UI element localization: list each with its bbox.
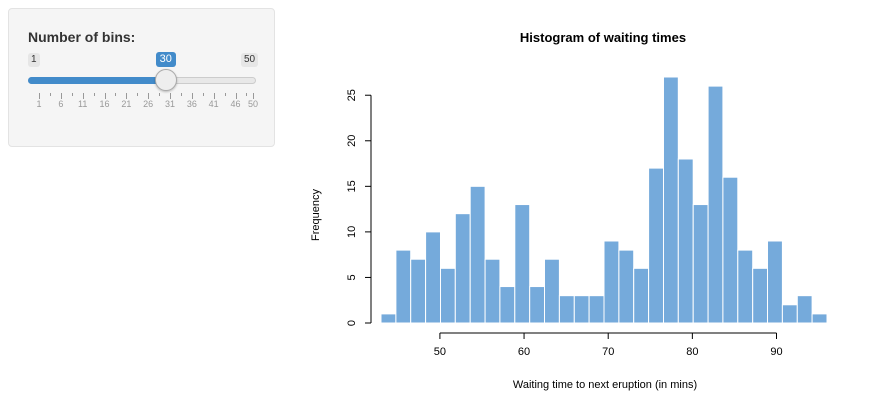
slider-minor-tick [137,93,139,96]
slider-major-tick [148,93,150,99]
histogram-bar [529,286,546,324]
slider-grid-label: 16 [99,99,110,109]
histogram-bar [558,295,575,324]
histogram-bar [722,176,739,324]
slider-minor-tick [71,93,73,96]
bins-label: Number of bins: [28,29,136,45]
slider-major-tick [235,93,237,99]
histogram-bar [544,258,560,324]
slider-min-label: 1 [28,53,40,67]
slider-handle[interactable] [154,69,177,91]
x-tick-label: 70 [602,346,614,358]
slider-major-tick [191,93,193,99]
histogram-bar [410,258,427,324]
y-tick-label: 25 [346,89,358,101]
histogram-bar [618,249,635,324]
slider-minor-tick [224,93,226,96]
slider-grid-label: 50 [247,99,259,109]
slider-grid-label: 21 [121,99,132,109]
x-tick-label: 80 [686,346,698,358]
slider-minor-tick [93,93,95,96]
slider-major-tick [170,93,172,99]
slider-minor-tick [49,93,51,96]
histogram-bar [588,295,605,324]
histogram-bar [811,313,828,324]
histogram-bar [767,240,783,324]
histogram-bar [633,267,650,324]
histogram-bar [573,295,590,324]
histogram-bar [692,204,709,324]
slider-major-tick [253,93,254,99]
slider-major-tick [39,93,40,99]
histogram-bar [781,304,798,324]
slider-minor-tick [115,93,117,96]
histogram-bar [603,240,620,324]
x-axis-label: Waiting time to next eruption (in mins) [513,379,697,391]
histogram-bar [484,258,501,324]
chart-title: Histogram of waiting times [520,30,686,45]
slider-minor-tick [159,93,161,96]
slider-value-label: 30 [155,52,176,67]
x-tick-label: 90 [770,346,782,358]
slider-major-tick [60,93,62,99]
histogram-bar [499,286,516,324]
slider-minor-tick [202,93,204,96]
histogram-bar [662,76,679,324]
histogram-bar [752,267,769,324]
y-tick-label: 15 [346,180,358,192]
histogram-chart: Histogram of waiting times 50 60 70 80 90 0 5… [310,30,828,391]
histogram-bar [796,295,813,324]
histogram-bar [648,167,664,324]
y-tick-label: 10 [346,226,358,238]
slider-major-tick [213,93,215,99]
histogram-bar [425,231,441,324]
slider-max-label: 50 [241,53,259,67]
histogram-bar [395,249,412,324]
slider-grid-label: 1 [36,99,42,109]
slider-major-tick [126,93,128,99]
slider-grid-label: 11 [78,99,88,109]
histogram-bar [514,204,531,324]
slider-minor-tick [180,93,182,96]
slider-grid-label: 26 [143,99,154,109]
slider-minor-tick [246,93,248,96]
histogram-bar [454,213,471,324]
sidebar-panel: Number of bins: 1 50 30 1 6 11 16 21 26 31 36 41… [8,8,275,147]
slider-grid-label: 36 [186,99,197,109]
y-tick-label: 0 [346,320,358,326]
histogram-bar [380,313,397,324]
y-tick-label: 5 [346,274,358,280]
x-tick-label: 50 [434,346,446,358]
y-tick-label: 20 [346,135,358,147]
slider-major-tick [82,93,84,99]
histogram-bar [677,158,694,324]
slider-grid-label: 6 [58,99,64,109]
slider-fill [28,77,166,84]
histogram-bar [707,85,724,324]
slider-grid-label: 31 [165,99,176,109]
histogram-bar [737,249,754,324]
y-axis-label: Frequency [310,189,322,241]
slider-grid-label: 41 [208,99,219,109]
x-tick-label: 60 [518,346,530,358]
slider-major-tick [104,93,106,99]
slider-grid-label: 46 [230,99,241,109]
histogram-bar [439,267,456,324]
histogram-bar [469,185,486,324]
